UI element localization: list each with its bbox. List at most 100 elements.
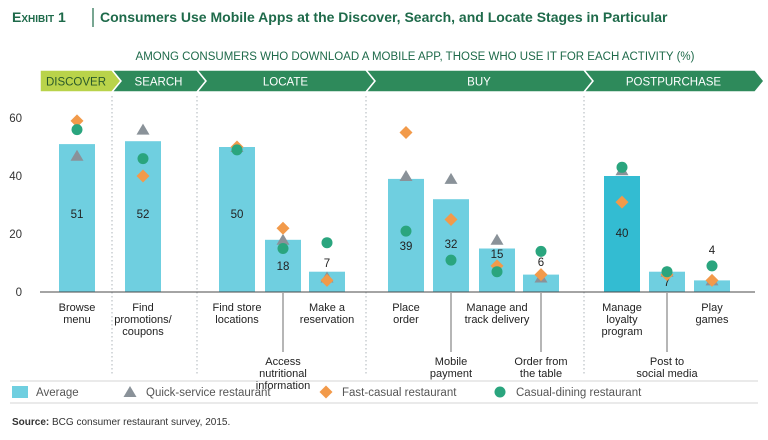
y-axis: 0 20 40 60 xyxy=(9,113,755,299)
circle-marker xyxy=(616,161,628,173)
triangle-marker xyxy=(70,149,84,161)
diamond-marker xyxy=(320,273,334,287)
x-category-label: nutritional xyxy=(259,368,307,380)
circle-marker xyxy=(400,225,412,237)
data-label: 40 xyxy=(616,228,629,240)
stage-ribbon: DISCOVER SEARCH LOCATE BUY POSTPURCHASE xyxy=(39,69,765,93)
triangle-marker xyxy=(399,170,413,181)
triangle-marker xyxy=(276,233,290,245)
data-label: 50 xyxy=(231,209,244,221)
data-label: 18 xyxy=(277,261,290,273)
y-tick-label: 20 xyxy=(9,229,22,241)
circle-marker xyxy=(277,243,289,254)
x-category-label: menu xyxy=(63,314,91,326)
stage-label-discover: DISCOVER xyxy=(46,77,106,89)
x-category-label: reservation xyxy=(300,314,354,326)
x-category-label: Mobile xyxy=(435,356,467,368)
x-category-label: promotions/ xyxy=(114,314,172,326)
x-category-label: Manage and xyxy=(466,302,527,314)
x-category-label: locations xyxy=(215,314,259,326)
diamond-marker xyxy=(399,126,413,139)
x-category-label: information xyxy=(256,380,310,392)
marker-group xyxy=(70,114,719,287)
x-category-label: Play xyxy=(701,302,723,314)
bar xyxy=(125,141,161,292)
data-label: 52 xyxy=(137,209,150,221)
data-label: 15 xyxy=(491,249,504,261)
x-category-label: Find store xyxy=(213,302,262,314)
circle-marker xyxy=(231,144,243,156)
triangle-marker xyxy=(444,172,458,184)
diamond-marker xyxy=(70,114,84,128)
data-label: 7 xyxy=(664,277,670,289)
triangle-marker xyxy=(136,123,150,135)
x-category-label: Manage xyxy=(602,302,642,314)
legend-label: Average xyxy=(36,387,79,399)
diamond-marker xyxy=(705,273,719,287)
x-category-label: Find xyxy=(132,302,153,314)
x-category-label: Browse xyxy=(59,302,96,314)
exhibit-title: Consumers Use Mobile Apps at the Discove… xyxy=(100,9,668,25)
x-category-label: loyalty xyxy=(606,314,638,326)
data-label: 32 xyxy=(445,239,458,251)
source-note: Source: BCG consumer restaurant survey, … xyxy=(12,417,230,428)
circle-marker xyxy=(661,266,673,278)
stage-label-locate: LOCATE xyxy=(263,77,308,89)
bar xyxy=(604,176,640,292)
legend: Average Quick-service restaurant Fast-casu… xyxy=(12,385,642,399)
triangle-marker xyxy=(490,233,504,245)
x-category-label: the table xyxy=(520,368,562,380)
circle-marker xyxy=(491,266,503,278)
data-label: 7 xyxy=(324,258,330,270)
circle-marker xyxy=(321,237,333,249)
circle-marker xyxy=(445,254,457,266)
circle-marker xyxy=(706,260,718,272)
legend-swatch-diamond xyxy=(319,385,333,399)
bar xyxy=(649,271,685,292)
chart-subtitle: AMONG CONSUMERS WHO DOWNLOAD A MOBILE AP… xyxy=(136,51,695,63)
source-label: Source: xyxy=(12,417,49,428)
stage-label-postpurchase: POSTPURCHASE xyxy=(626,77,722,89)
diamond-marker xyxy=(276,221,290,235)
legend-swatch-average xyxy=(12,386,28,398)
data-label: 6 xyxy=(538,257,544,269)
stage-dividers xyxy=(111,96,585,374)
source-text: BCG consumer restaurant survey, 2015. xyxy=(49,417,230,428)
data-label: 4 xyxy=(709,245,716,257)
x-category-label: program xyxy=(602,326,643,338)
x-category-label: Make a xyxy=(309,302,346,314)
y-tick-label: 40 xyxy=(9,171,22,183)
diamond-marker xyxy=(444,213,458,226)
data-label: 39 xyxy=(400,241,413,253)
stage-chevron-postpurchase xyxy=(582,69,765,93)
bar xyxy=(523,274,559,292)
x-category-label: payment xyxy=(430,368,472,380)
stage-label-search: SEARCH xyxy=(135,77,183,89)
circle-marker xyxy=(71,124,83,136)
diamond-marker xyxy=(534,268,548,282)
x-category-label: games xyxy=(695,314,729,326)
x-category-label: order xyxy=(393,314,419,326)
stage-label-buy: BUY xyxy=(467,77,491,89)
bar xyxy=(219,147,255,292)
bar xyxy=(59,144,95,292)
legend-swatch-triangle xyxy=(123,386,137,397)
legend-label: Fast-casual restaurant xyxy=(342,387,457,399)
x-category-label: social media xyxy=(636,368,698,380)
x-category-label: coupons xyxy=(122,326,164,338)
x-category-label: Post to xyxy=(650,356,684,368)
x-category-label: Order from xyxy=(514,356,567,368)
x-category-label: Access xyxy=(265,356,301,368)
circle-marker xyxy=(137,153,149,165)
x-category-label: Place xyxy=(392,302,420,314)
legend-label: Quick-service restaurant xyxy=(146,387,271,399)
data-label: 51 xyxy=(71,209,84,221)
y-tick-label: 60 xyxy=(9,113,22,125)
diamond-marker xyxy=(615,195,629,209)
legend-label: Casual-dining restaurant xyxy=(516,387,642,399)
y-tick-label: 0 xyxy=(16,287,22,299)
exhibit-label: Exhibit 1 xyxy=(12,9,66,25)
diamond-marker xyxy=(136,169,150,183)
